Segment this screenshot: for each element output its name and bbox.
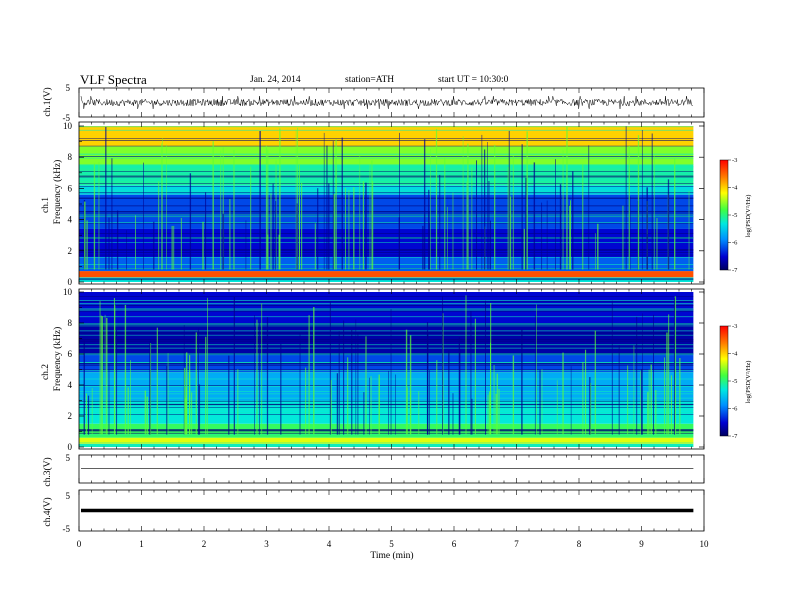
ch1-waveform-trace (80, 96, 693, 109)
ch2-frequency-label: Frequency (kHz) (52, 327, 63, 392)
ch1-colorbar-label: log(PSD(V²/Hz) (745, 195, 752, 238)
station-label: station=ATH (345, 75, 394, 85)
ch2-colorbar-ticks: -3 -4 -5 -6 -7 (728, 323, 738, 440)
psd-band-1 (79, 437, 694, 444)
time-tick-label: 6 (452, 539, 457, 549)
ch2-spectrogram-image (79, 292, 704, 448)
colorbar-tick-label: -7 (732, 267, 738, 274)
time-tick-label: 0 (77, 539, 82, 549)
frequency-tick-label: 8 (68, 152, 73, 162)
ch3-ytick-top: 5 (66, 453, 71, 463)
time-axis-label: Time (min) (370, 550, 413, 561)
colorbar-tick-label: -6 (732, 240, 738, 247)
frequency-tick-label: 0 (68, 277, 73, 287)
ch1-colorbar (719, 159, 729, 271)
time-tick-label: 8 (577, 539, 582, 549)
ch1-ytick-bottom: -5 (63, 113, 71, 123)
ch2-channel-label: ch.2 (41, 364, 51, 380)
frequency-tick-label: 10 (63, 121, 73, 131)
colorbar-tick-label: -3 (732, 323, 737, 330)
ch1-ylabel: ch.1(V) (42, 87, 53, 116)
psd-band-8 (79, 126, 694, 147)
psd-band-1 (79, 271, 694, 278)
ch4-ytick-bottom: -5 (63, 524, 71, 534)
time-axis-ticks: 0 1 2 3 4 5 6 7 8 9 10 (77, 88, 709, 549)
ch1-colorbar-ticks: -3 -4 -5 -6 -7 (728, 157, 738, 274)
colorbar-tick-label: -7 (732, 433, 738, 440)
psd-band-6 (79, 165, 694, 186)
start-time-label: start UT = 10:30:0 (438, 75, 509, 85)
ch2-colorbar-label: log(PSD(V²/Hz) (745, 361, 752, 404)
psd-band-0 (79, 443, 694, 447)
frequency-tick-label: 8 (68, 318, 73, 328)
ch1-spectrogram-image (79, 126, 704, 282)
ch1-channel-label: ch.1 (41, 197, 51, 213)
colorbar-tick-label: -6 (732, 406, 738, 413)
colorbar-tick-label: -3 (732, 157, 737, 164)
ch4-ylabel: ch.4(V) (42, 497, 53, 526)
frequency-tick-label: 4 (68, 215, 73, 225)
date-label: Jan. 24, 2014 (250, 75, 301, 85)
ch1-frequency-ticks: 0 2 4 6 8 10 (63, 121, 704, 287)
colorbar-tick-label: -5 (732, 378, 737, 385)
colorbar-tick-label: -5 (732, 212, 737, 219)
time-tick-label: 7 (514, 539, 519, 549)
ch2-colorbar (719, 325, 729, 437)
time-tick-label: 10 (700, 539, 710, 549)
ch4-ytick-top: 5 (66, 491, 71, 501)
psd-band-6 (79, 323, 694, 354)
frequency-tick-label: 4 (68, 380, 73, 390)
frequency-tick-label: 0 (68, 442, 73, 452)
frequency-tick-label: 10 (63, 287, 73, 297)
time-tick-label: 9 (639, 539, 644, 549)
time-tick-label: 4 (327, 539, 332, 549)
ch1-ytick-top: 5 (66, 83, 71, 93)
ch3-ylabel: ch.3(V) (42, 457, 53, 486)
time-tick-label: 1 (139, 539, 144, 549)
psd-band-7 (79, 146, 694, 165)
figure-title: VLF Spectra (80, 72, 147, 87)
ch1-waveform-line (80, 96, 693, 109)
frequency-tick-label: 6 (68, 183, 73, 193)
frequency-tick-label: 6 (68, 349, 73, 359)
ch1-frequency-label: Frequency (kHz) (52, 160, 63, 225)
psd-band-2 (79, 257, 694, 272)
time-tick-label: 5 (389, 539, 394, 549)
colorbar-tick-label: -4 (732, 351, 738, 358)
psd-band-7 (79, 292, 694, 323)
time-tick-label: 2 (202, 539, 207, 549)
frequency-tick-label: 2 (68, 246, 73, 256)
colorbar-tick-label: -4 (732, 185, 738, 192)
ch2-frequency-ticks: 0 2 4 6 8 10 (63, 287, 704, 452)
frequency-tick-label: 2 (68, 411, 73, 421)
time-tick-label: 3 (264, 539, 269, 549)
